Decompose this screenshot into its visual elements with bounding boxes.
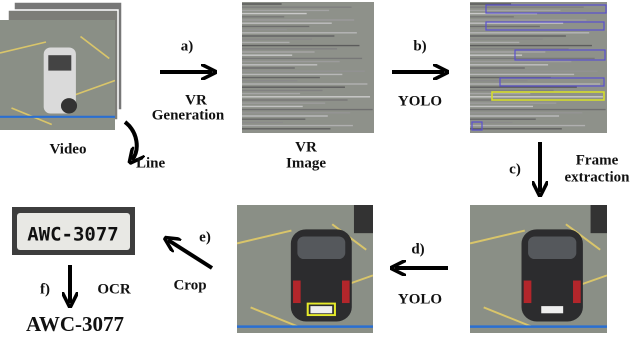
vr-image-label: Image: [286, 155, 326, 171]
step-marker: a): [181, 38, 194, 54]
arrow: [168, 240, 214, 270]
step-marker: b): [413, 38, 426, 54]
yolo-vr-image: [470, 2, 607, 133]
ocr-result: AWC-3077: [26, 312, 124, 336]
detected-frame: [237, 205, 373, 333]
texture: [499, 77, 605, 87]
texture: [471, 121, 483, 131]
step-label: extraction: [565, 169, 631, 185]
extracted-frame: [470, 205, 607, 333]
step-label: VR: [185, 92, 207, 108]
step-label: Frame: [576, 152, 619, 168]
plate-text: AWC-3077: [27, 224, 119, 246]
plate-crop: AWC-3077: [12, 207, 135, 255]
step-marker: f): [40, 281, 50, 297]
step-label: Crop: [173, 277, 206, 293]
step-label: OCR: [97, 281, 131, 297]
step-label: Generation: [152, 107, 225, 123]
step-marker: e): [199, 229, 211, 245]
texture: [514, 49, 606, 61]
line-label: Line: [136, 155, 166, 171]
vr-image-label: VR: [295, 139, 317, 155]
vr-image: [242, 2, 374, 133]
line-pointer: [123, 120, 137, 160]
texture: [485, 4, 607, 14]
step-marker: d): [411, 241, 424, 257]
step-label: YOLO: [398, 291, 442, 307]
video-frames: [0, 1, 123, 130]
texture: [485, 21, 605, 31]
video-label: Video: [50, 141, 87, 157]
step-marker: c): [509, 161, 521, 177]
texture: [491, 91, 605, 101]
step-label: YOLO: [398, 93, 442, 109]
